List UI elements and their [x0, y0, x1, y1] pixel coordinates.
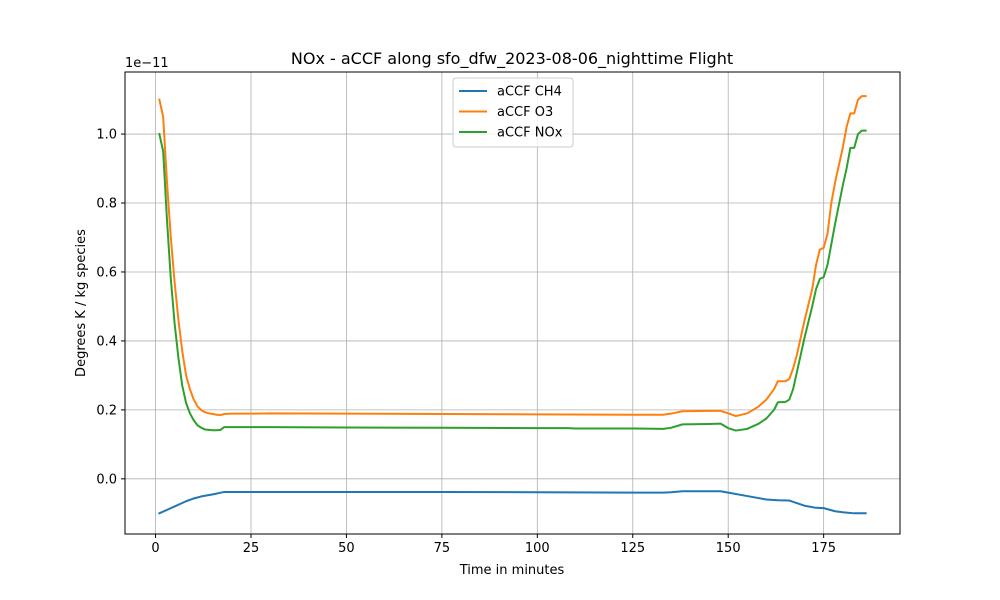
- x-tick-label: 175: [811, 541, 836, 556]
- x-tick-label: 125: [620, 541, 645, 556]
- legend-box: [452, 77, 574, 148]
- x-tick-label: 50: [338, 541, 355, 556]
- series-line-accf-o3: [158, 95, 867, 418]
- legend-label-accf-o3: aCCF O3: [497, 105, 553, 120]
- legend-label-accf-ch4: aCCF CH4: [497, 85, 562, 100]
- y-offset-text: 1e−11: [125, 56, 169, 71]
- series-line-accf-nox: [158, 129, 867, 432]
- series-lines: [158, 95, 867, 515]
- x-tick-label: 100: [525, 541, 550, 556]
- y-tick-label: 0.4: [96, 334, 117, 349]
- legend: aCCF CH4 aCCF O3 aCCF NOx: [452, 77, 574, 148]
- x-tick-label: 0: [151, 541, 159, 556]
- x-axis: 0 25 50 75 100 125 150 175: [151, 534, 836, 556]
- legend-label-accf-nox: aCCF NOx: [497, 126, 563, 141]
- x-axis-label: Time in minutes: [459, 563, 565, 578]
- x-tick-label: 25: [243, 541, 260, 556]
- y-tick-label: 1.0: [96, 128, 117, 143]
- y-axis-label: Degrees K / kg species: [74, 229, 89, 377]
- x-tick-label: 150: [716, 541, 741, 556]
- y-tick-label: 0.2: [96, 403, 117, 418]
- x-tick-label: 75: [434, 541, 451, 556]
- series-line-accf-ch4: [158, 490, 867, 515]
- plot-frame: [124, 71, 901, 535]
- y-tick-label: 0.6: [96, 265, 117, 280]
- y-tick-label: 0.0: [96, 472, 117, 487]
- chart-title: NOx - aCCF along sfo_dfw_2023-08-06_nigh…: [291, 49, 733, 69]
- y-tick-label: 0.8: [96, 197, 117, 212]
- y-axis: 0.0 0.2 0.4 0.6 0.8 1.0: [96, 128, 125, 487]
